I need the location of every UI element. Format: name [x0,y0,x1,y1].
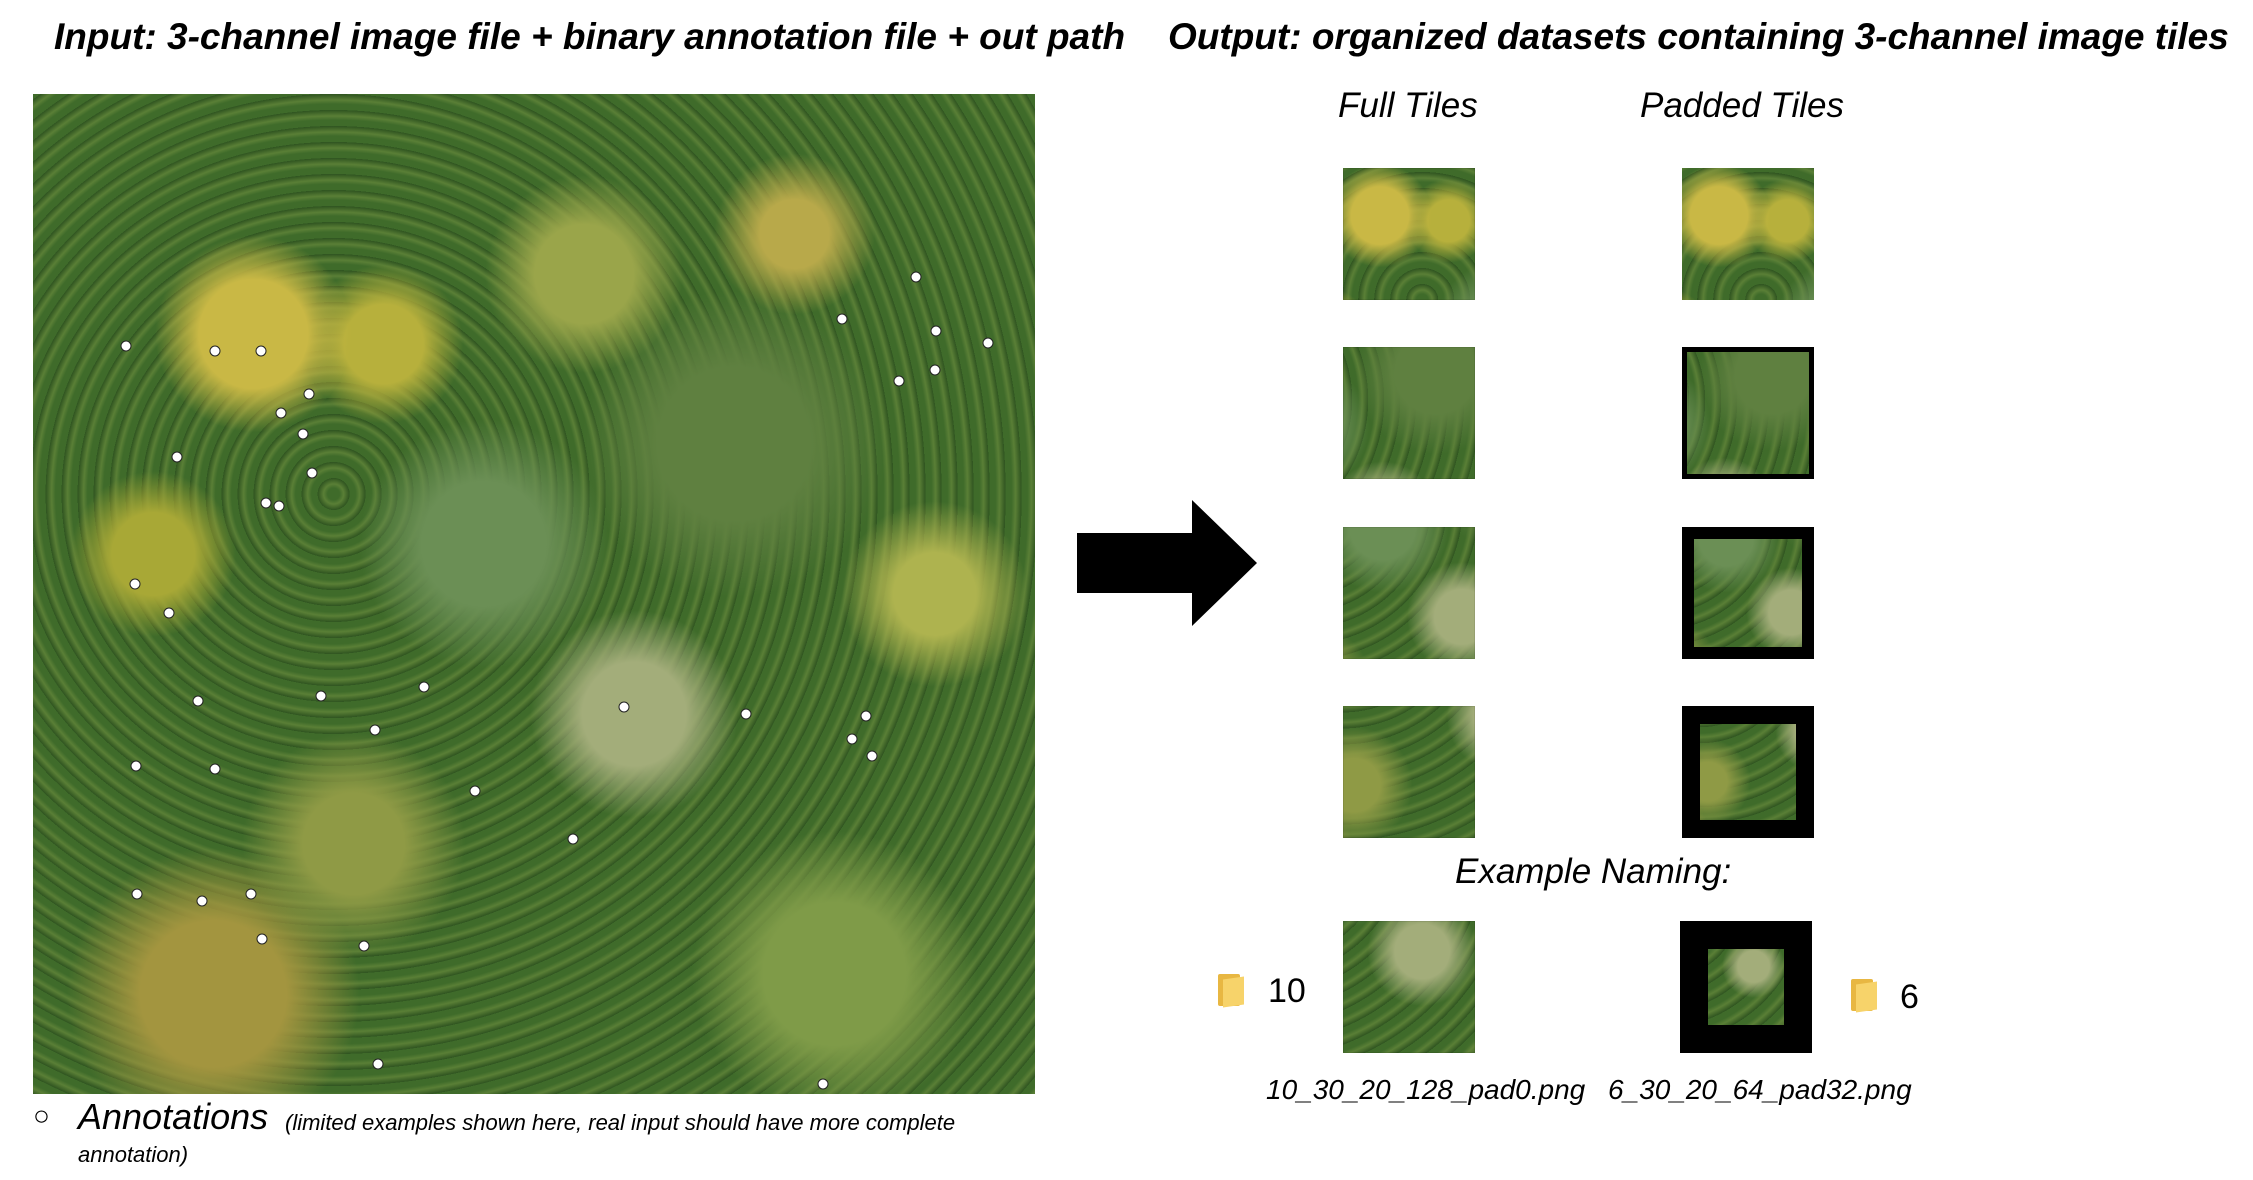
legend-label: Annotations [78,1096,269,1137]
annotation-point [163,607,175,619]
annotation-point [273,500,285,512]
annotation-point [209,763,221,775]
example-padded-tile [1680,921,1812,1053]
full-tile-1 [1343,168,1475,300]
example-naming-heading: Example Naming: [1455,852,1732,891]
output-heading: Output: organized datasets containing 3-… [1168,16,2229,57]
legend-note: (limited examples shown here, real input… [285,1110,956,1135]
padded-tile-3 [1682,527,1814,659]
annotation-point [129,578,141,590]
annotation-point [369,724,381,736]
annotation-point [740,708,752,720]
annotation-point [846,733,858,745]
example-full-tile [1343,921,1475,1053]
padded-tile-1 [1682,168,1814,300]
legend-marker: ○ [33,1100,50,1131]
full-folder-name: 10 [1268,972,1306,1010]
full-tile-filename: 10_30_20_128_pad0.png [1266,1074,1586,1105]
annotation-point [469,785,481,797]
annotation-point [929,364,941,376]
annotation-point [260,497,272,509]
annotation-point [982,337,994,349]
annotation-point [120,340,132,352]
annotation-point [245,888,256,900]
full-tiles-heading: Full Tiles [1338,86,1478,125]
annotation-point [297,428,309,440]
padded-folder-name: 6 [1900,978,1919,1016]
annotation-point [418,681,430,693]
annotation-point [910,271,922,283]
annotation-point [618,701,630,713]
annotation-point [275,407,287,419]
annotation-point [171,451,183,463]
annotation-point [131,888,143,900]
annotation-point [196,895,208,907]
folder-icon [1218,970,1244,1008]
annotation-point [860,710,872,722]
input-aerial-image [33,94,1035,1094]
annotation-point [256,933,268,945]
annotation-point [930,325,942,337]
folder-icon [1851,975,1877,1013]
annotation-point [209,345,221,357]
input-heading: Input: 3-channel image file + binary ann… [54,16,1126,57]
annotation-point [303,388,315,400]
padded-tiles-heading: Padded Tiles [1640,86,1844,125]
padded-tile-filename: 6_30_20_64_pad32.png [1608,1074,1912,1105]
right-arrow-icon [1077,500,1257,626]
annotation-point [866,750,878,762]
annotation-point [315,690,327,702]
annotation-point [372,1058,384,1070]
annotation-point [836,313,848,325]
annotation-point [358,940,370,952]
padded-tile-2 [1682,347,1814,479]
annotation-point [130,760,142,772]
annotation-point [192,695,204,707]
annotation-point [817,1078,829,1090]
annotation-point [567,833,579,845]
annotation-point [306,467,318,479]
annotation-point [255,345,267,357]
padded-tile-4 [1682,706,1814,838]
full-tile-3 [1343,527,1475,659]
full-tile-2 [1343,347,1475,479]
full-tile-4 [1343,706,1475,838]
legend-note-continued: annotation) [78,1142,189,1167]
annotation-point [893,375,905,387]
